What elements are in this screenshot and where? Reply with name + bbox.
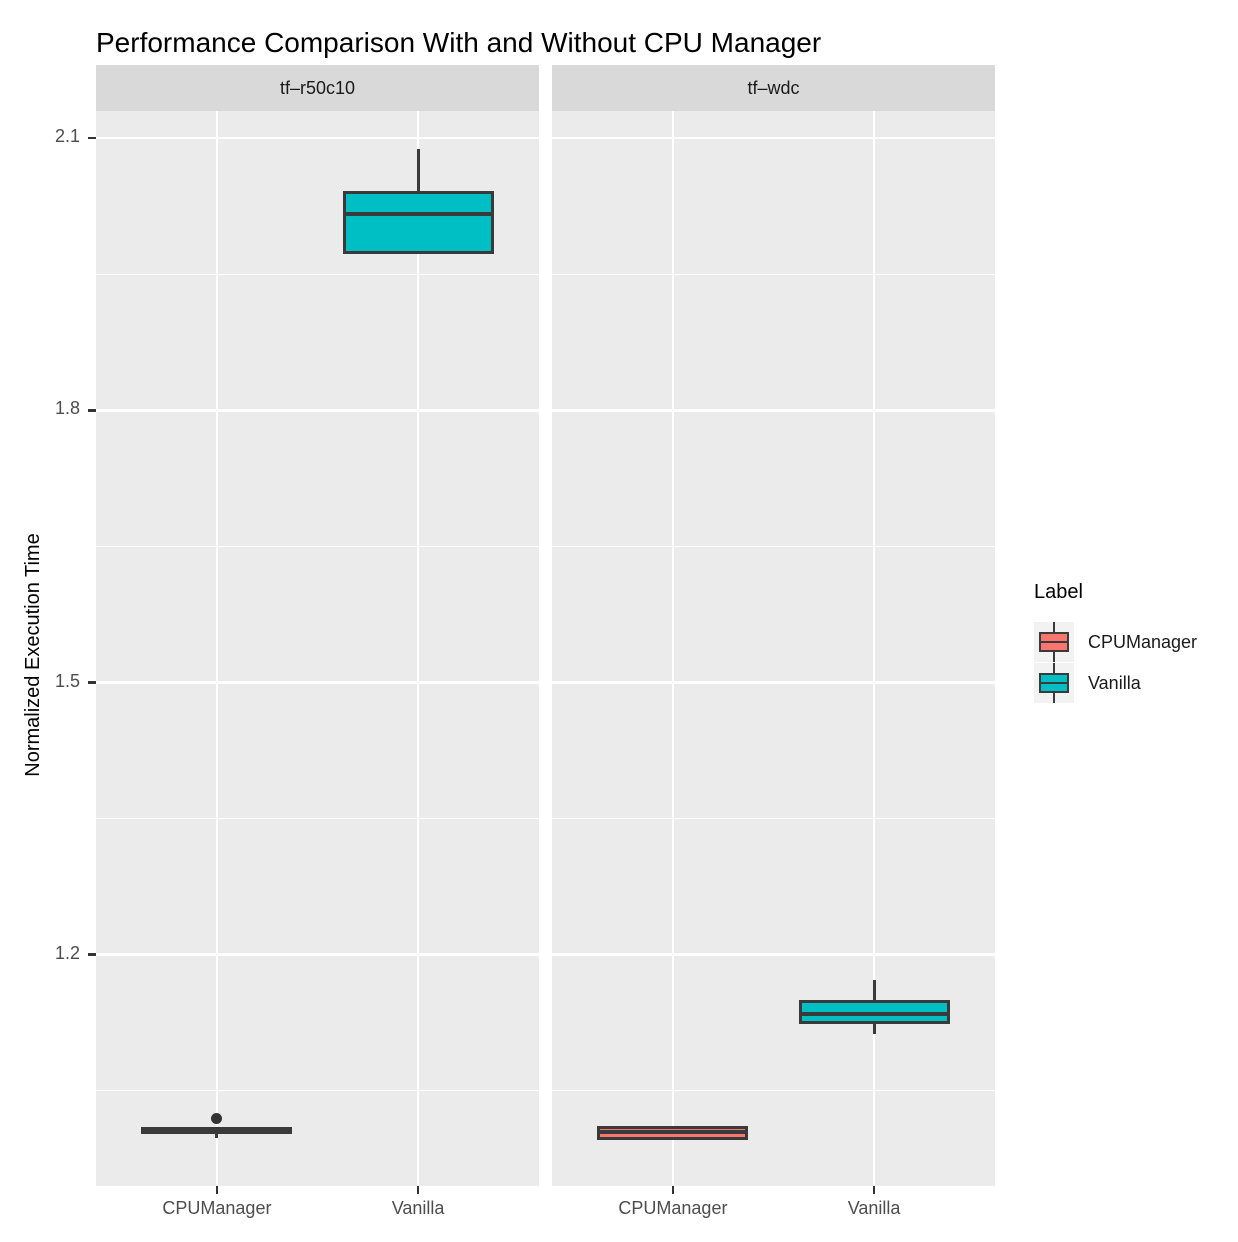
y-tick-label: 1.5 <box>54 670 80 691</box>
legend-key-median <box>1039 640 1069 644</box>
y-tick-label: 1.8 <box>54 398 80 419</box>
gridline-major <box>552 136 995 140</box>
gridline-minor <box>552 817 995 820</box>
x-tick-label: CPUManager <box>618 1198 728 1218</box>
box-cpumanager <box>597 1126 749 1140</box>
y-tick-mark <box>88 136 96 140</box>
legend-entry: Vanilla <box>1034 663 1197 703</box>
gridline-minor <box>96 273 539 276</box>
gridline-x-major <box>215 111 219 1186</box>
gridline-x-major <box>671 111 675 1186</box>
whisker-lower <box>872 1023 876 1035</box>
outlier-point <box>211 1113 223 1125</box>
whisker-upper <box>872 980 876 1001</box>
x-tick-mark <box>671 1186 675 1194</box>
gridline-major <box>96 953 539 956</box>
facet-panel <box>552 111 995 1186</box>
gridline-major <box>96 681 539 684</box>
y-tick-label: 1.2 <box>54 942 80 963</box>
gridline-major <box>96 136 539 140</box>
y-tick-label: 2.1 <box>54 126 80 147</box>
x-tick-mark <box>215 1186 219 1194</box>
gridline-major <box>552 409 995 412</box>
median-line <box>600 1130 746 1135</box>
box-vanilla <box>342 190 494 255</box>
legend-title: Label <box>1034 581 1083 603</box>
gridline-minor <box>96 1089 539 1092</box>
gridline-minor <box>96 817 539 820</box>
gridline-minor <box>96 545 539 548</box>
gridline-minor <box>552 1089 995 1092</box>
box-vanilla <box>798 1000 950 1024</box>
x-tick-mark <box>872 1186 876 1194</box>
legend-entry: CPUManager <box>1034 622 1197 662</box>
gridline-major <box>96 409 539 412</box>
median-line <box>144 1130 290 1132</box>
x-tick-label: Vanilla <box>847 1198 901 1218</box>
y-tick-mark <box>88 409 96 412</box>
legend-key-boxplot-icon <box>1034 663 1074 703</box>
facet-strip: tf–r50c10 <box>96 65 539 111</box>
median-line <box>801 1011 947 1016</box>
x-tick-mark <box>416 1186 420 1194</box>
legend-key-boxplot-icon <box>1034 622 1074 662</box>
x-tick-label: Vanilla <box>391 1198 445 1218</box>
gridline-minor <box>552 273 995 276</box>
legend-label: Vanilla <box>1088 672 1141 693</box>
legend-key-median <box>1039 681 1069 685</box>
median-line <box>345 212 491 217</box>
gridline-major <box>552 953 995 956</box>
gridline-minor <box>552 545 995 548</box>
y-tick-mark <box>88 953 96 956</box>
box-cpumanager <box>141 1127 293 1135</box>
gridline-x-major <box>416 111 420 1186</box>
whisker-lower <box>215 1134 219 1138</box>
facet-strip: tf–wdc <box>552 65 995 111</box>
y-tick-mark <box>88 681 96 684</box>
legend-entries: CPUManager Vanilla <box>1034 622 1197 703</box>
facet-panel <box>96 111 539 1186</box>
x-tick-label: CPUManager <box>162 1198 272 1218</box>
legend-label: CPUManager <box>1088 631 1198 652</box>
plot-title: Performance Comparison With and Without … <box>96 27 822 58</box>
whisker-upper <box>416 149 420 191</box>
legend: Label CPUManager Vanilla <box>1034 581 1197 704</box>
gridline-x-major <box>872 111 876 1186</box>
gridline-major <box>552 681 995 684</box>
